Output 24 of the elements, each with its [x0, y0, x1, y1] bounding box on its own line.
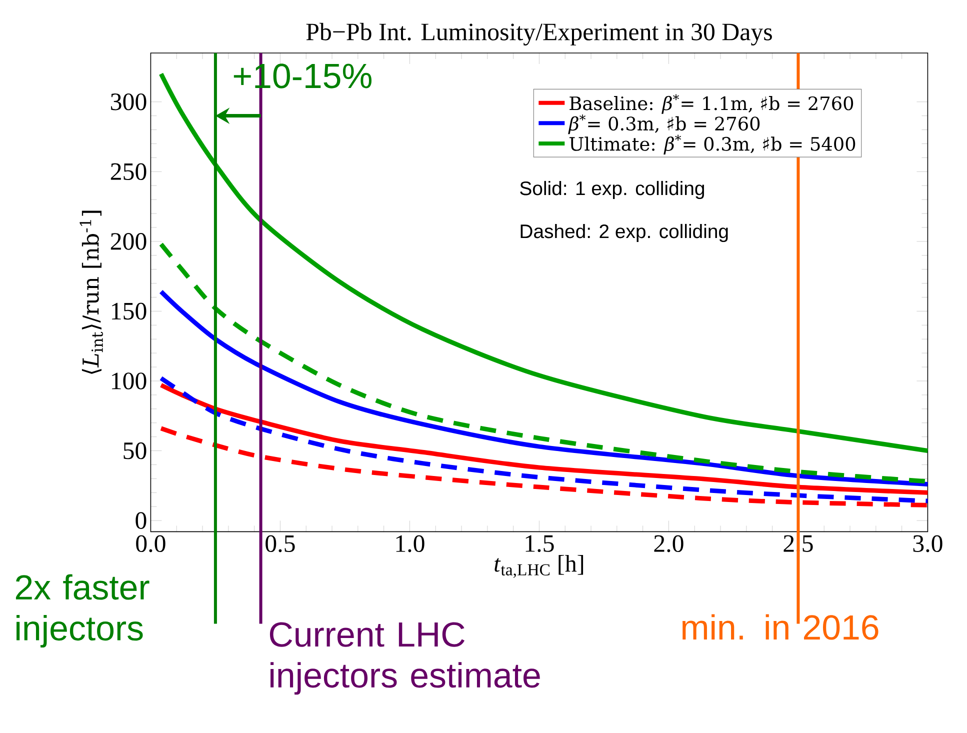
x-tick-label: 1.0	[396, 535, 424, 552]
y-tick-label: 150	[112, 302, 146, 320]
x-tick-label: 1.5	[526, 535, 554, 552]
annotation: Dashed: 2 exp. colliding	[520, 224, 728, 242]
ref-line-label: min. in 2016	[682, 614, 878, 640]
y-tick-label: 250	[110, 163, 146, 180]
y-tick-label: 200	[110, 233, 146, 250]
chart-title: Pb−Pb Int. Luminosity/Experiment in 30 Days	[306, 22, 772, 46]
y-tick-label: 50	[124, 442, 146, 460]
legend-label: Baseline: β$^{*}$= 1.1m, ♯b = 2760	[570, 94, 854, 114]
x-tick-label: 0.0	[136, 535, 166, 552]
legend-label: Ultimate: β$^{*}$= 0.3m, ♯b = 5400	[570, 134, 856, 154]
annotation: Solid: 1 exp. colliding	[520, 180, 704, 200]
ref-line-label: 2x faster injectors	[16, 574, 150, 648]
x-tick-label: 0.5	[266, 535, 295, 552]
x-tick-label: 2.0	[654, 535, 684, 552]
legend-label: β$^{*}$= 0.3m, ♯b = 2760	[568, 114, 760, 134]
y-tick-label: 300	[111, 93, 146, 110]
x-tick-label: 3.0	[913, 535, 942, 552]
ref-line-label: Current LHC injectors estimate	[270, 622, 540, 695]
y-tick-label: 100	[112, 372, 146, 390]
y-axis-title: ⟨L$_{int}$⟩/run [nb$^{-1}$]	[80, 210, 103, 374]
x-axis-title: t$_{ta,LHC}$ [h]	[494, 554, 584, 578]
y-tick-label: 0	[136, 512, 146, 529]
